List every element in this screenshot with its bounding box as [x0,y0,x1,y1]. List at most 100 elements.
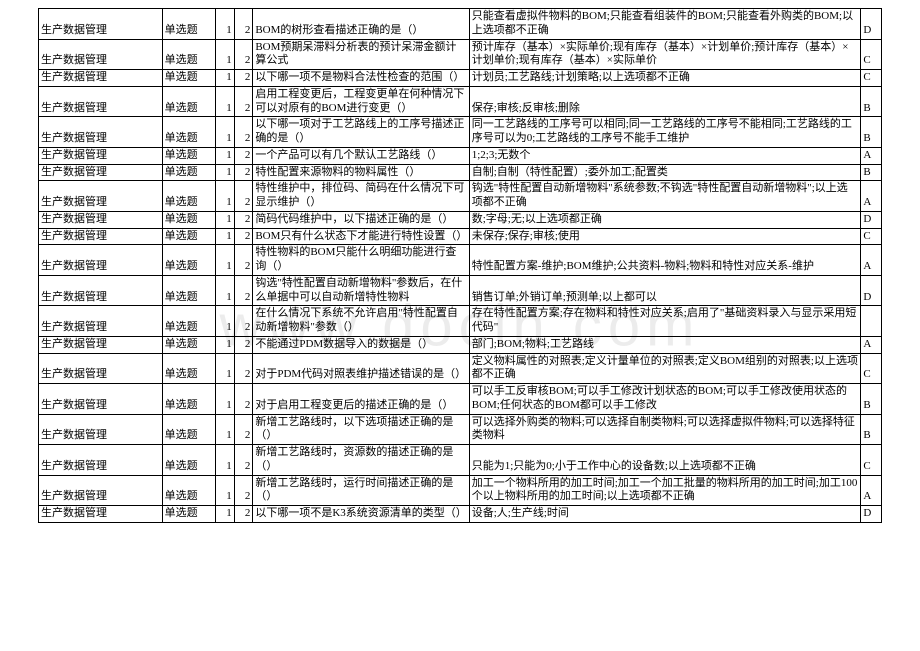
n2-cell: 2 [234,228,253,245]
table-row: 生产数据管理单选题12对于启用工程变更后的描述正确的是（）可以手工反审核BOM;… [39,384,882,415]
qtype-cell: 单选题 [162,414,216,445]
n2-cell: 2 [234,414,253,445]
qtype-cell: 单选题 [162,306,216,337]
answer-cell: B [861,414,882,445]
question-cell: 以下哪一项不是K3系统资源清单的类型（） [253,506,469,523]
table-row: 生产数据管理单选题12以下哪一项不是K3系统资源清单的类型（）设备;人;生产线;… [39,506,882,523]
answer-cell: D [861,506,882,523]
table-row: 生产数据管理单选题12新增工艺路线时，以下选项描述正确的是（）可以选择外购类的物… [39,414,882,445]
answer-cell: A [861,475,882,506]
table-row: 生产数据管理单选题12对于PDM代码对照表维护描述错误的是（）定义物料属性的对照… [39,353,882,384]
answer-cell: A [861,147,882,164]
table-row: 生产数据管理单选题12钩选"特性配置自动新增物料"参数后，在什么单据中可以自动新… [39,275,882,306]
table-row: 生产数据管理单选题12以下哪一项对于工艺路线上的工序号描述正确的是（）同一工艺路… [39,117,882,148]
category-cell: 生产数据管理 [39,384,163,415]
category-cell: 生产数据管理 [39,228,163,245]
question-cell: 简码代码维护中，以下描述正确的是（） [253,211,469,228]
options-cell: 特性配置方案-维护;BOM维护;公共资料-物料;物料和特性对应关系-维护 [469,245,861,276]
n2-cell: 2 [234,336,253,353]
options-cell: 自制;自制（特性配置）;委外加工;配置类 [469,164,861,181]
category-cell: 生产数据管理 [39,445,163,476]
table-body: 生产数据管理单选题12BOM的树形查看描述正确的是（）只能查看虚拟件物料的BOM… [39,9,882,523]
category-cell: 生产数据管理 [39,181,163,212]
table-row: 生产数据管理单选题12BOM的树形查看描述正确的是（）只能查看虚拟件物料的BOM… [39,9,882,40]
n1-cell: 1 [216,86,235,117]
n2-cell: 2 [234,117,253,148]
n1-cell: 1 [216,70,235,87]
qtype-cell: 单选题 [162,117,216,148]
qtype-cell: 单选题 [162,275,216,306]
question-cell: 特性配置来源物料的物料属性（） [253,164,469,181]
qtype-cell: 单选题 [162,86,216,117]
n2-cell: 2 [234,445,253,476]
n2-cell: 2 [234,384,253,415]
answer-cell: A [861,245,882,276]
n1-cell: 1 [216,117,235,148]
table-row: 生产数据管理单选题12新增工艺路线时，运行时间描述正确的是（）加工一个物料所用的… [39,475,882,506]
n1-cell: 1 [216,275,235,306]
question-cell: 新增工艺路线时，以下选项描述正确的是（） [253,414,469,445]
n1-cell: 1 [216,164,235,181]
options-cell: 计划员;工艺路线;计划策略;以上选项都不正确 [469,70,861,87]
n1-cell: 1 [216,384,235,415]
n2-cell: 2 [234,9,253,40]
options-cell: 设备;人;生产线;时间 [469,506,861,523]
table-row: 生产数据管理单选题12启用工程变更后，工程变更单在何种情况下可以对原有的BOM进… [39,86,882,117]
answer-cell: C [861,39,882,70]
n2-cell: 2 [234,245,253,276]
table-row: 生产数据管理单选题12BOM预期呆滞料分析表的预计呆滞金额计算公式预计库存（基本… [39,39,882,70]
category-cell: 生产数据管理 [39,506,163,523]
qtype-cell: 单选题 [162,475,216,506]
n2-cell: 2 [234,275,253,306]
n1-cell: 1 [216,506,235,523]
n1-cell: 1 [216,414,235,445]
options-cell: 只能为1;只能为0;小于工作中心的设备数;以上选项都不正确 [469,445,861,476]
category-cell: 生产数据管理 [39,336,163,353]
qtype-cell: 单选题 [162,228,216,245]
options-cell: 钩选"特性配置自动新增物料"系统参数;不钩选"特性配置自动新增物料";以上选项都… [469,181,861,212]
category-cell: 生产数据管理 [39,39,163,70]
n2-cell: 2 [234,353,253,384]
question-cell: BOM预期呆滞料分析表的预计呆滞金额计算公式 [253,39,469,70]
qtype-cell: 单选题 [162,336,216,353]
category-cell: 生产数据管理 [39,211,163,228]
qtype-cell: 单选题 [162,70,216,87]
category-cell: 生产数据管理 [39,117,163,148]
question-cell: 钩选"特性配置自动新增物料"参数后，在什么单据中可以自动新增特性物料 [253,275,469,306]
n1-cell: 1 [216,39,235,70]
answer-cell: C [861,228,882,245]
table-row: 生产数据管理单选题12特性维护中，排位码、简码在什么情况下可显示维护（）钩选"特… [39,181,882,212]
category-cell: 生产数据管理 [39,414,163,445]
n2-cell: 2 [234,506,253,523]
qtype-cell: 单选题 [162,506,216,523]
n1-cell: 1 [216,211,235,228]
answer-cell: B [861,164,882,181]
n2-cell: 2 [234,70,253,87]
category-cell: 生产数据管理 [39,306,163,337]
options-cell: 部门;BOM;物料;工艺路线 [469,336,861,353]
page: www.docin.com 生产数据管理单选题12BOM的树形查看描述正确的是（… [0,0,920,651]
question-cell: 特性物料的BOM只能什么明细功能进行查询（） [253,245,469,276]
n1-cell: 1 [216,9,235,40]
table-row: 生产数据管理单选题12以下哪一项不是物料合法性检查的范围（）计划员;工艺路线;计… [39,70,882,87]
answer-cell: A [861,336,882,353]
question-cell: 启用工程变更后，工程变更单在何种情况下可以对原有的BOM进行变更（） [253,86,469,117]
options-cell: 同一工艺路线的工序号可以相同;同一工艺路线的工序号不能相同;工艺路线的工序号可以… [469,117,861,148]
n2-cell: 2 [234,475,253,506]
table-row: 生产数据管理单选题12一个产品可以有几个默认工艺路线（）1;2;3;无数个A [39,147,882,164]
n1-cell: 1 [216,306,235,337]
table-row: 生产数据管理单选题12特性物料的BOM只能什么明细功能进行查询（）特性配置方案-… [39,245,882,276]
question-cell: 以下哪一项不是物料合法性检查的范围（） [253,70,469,87]
qtype-cell: 单选题 [162,9,216,40]
n2-cell: 2 [234,211,253,228]
options-cell: 定义物料属性的对照表;定义计量单位的对照表;定义BOM组别的对照表;以上选项都不… [469,353,861,384]
question-cell: 不能通过PDM数据导入的数据是（） [253,336,469,353]
category-cell: 生产数据管理 [39,147,163,164]
options-cell: 只能查看虚拟件物料的BOM;只能查看组装件的BOM;只能查看外购类的BOM;以上… [469,9,861,40]
table-row: 生产数据管理单选题12简码代码维护中，以下描述正确的是（）数;字母;无;以上选项… [39,211,882,228]
qtype-cell: 单选题 [162,445,216,476]
qtype-cell: 单选题 [162,164,216,181]
n1-cell: 1 [216,147,235,164]
n1-cell: 1 [216,181,235,212]
n2-cell: 2 [234,306,253,337]
